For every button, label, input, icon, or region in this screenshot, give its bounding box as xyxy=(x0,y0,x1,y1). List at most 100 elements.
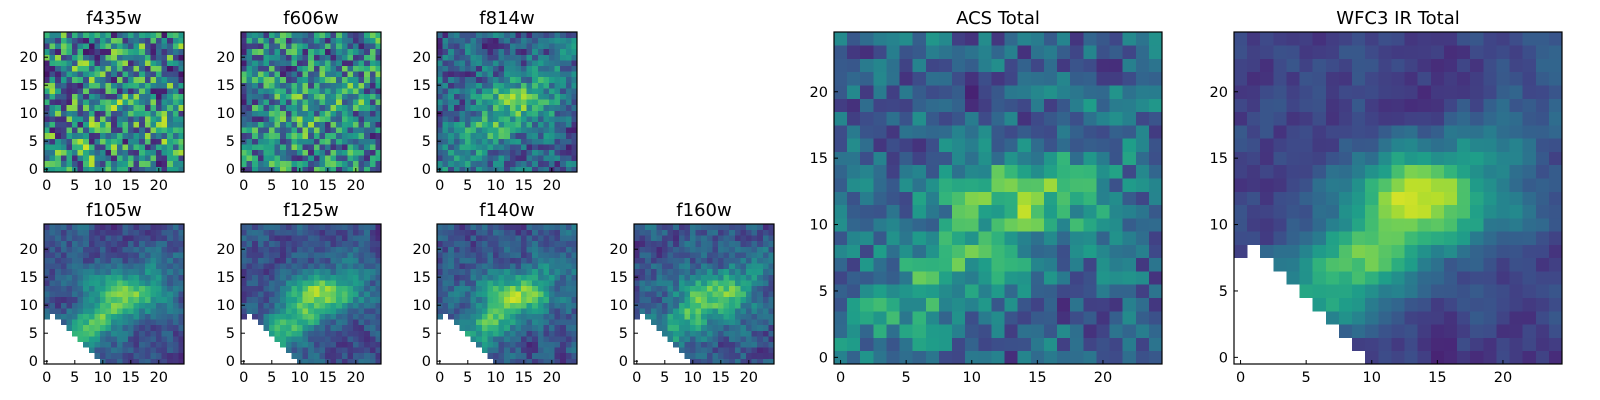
heatmap-cell xyxy=(100,263,106,270)
heatmap-cell xyxy=(526,252,533,258)
heatmap-cell xyxy=(66,32,73,38)
heatmap-cell xyxy=(978,164,992,179)
heatmap-cell xyxy=(459,43,466,50)
heatmap-cell xyxy=(549,32,555,38)
heatmap-cell xyxy=(347,110,354,117)
heatmap-cell xyxy=(565,76,572,83)
heatmap-cell xyxy=(453,268,460,275)
heatmap-cell xyxy=(105,296,112,303)
heatmap-cell xyxy=(498,274,505,281)
heatmap-cell xyxy=(565,71,572,78)
heatmap-cell xyxy=(144,110,151,117)
heatmap-cell xyxy=(521,336,527,342)
heatmap-cell xyxy=(139,336,146,342)
heatmap-cell xyxy=(105,144,112,150)
heatmap-cell xyxy=(308,240,315,247)
heatmap-cell xyxy=(122,246,129,253)
heatmap-cell xyxy=(952,178,966,192)
heatmap-cell xyxy=(448,93,455,100)
heatmap-cell xyxy=(111,127,118,134)
heatmap-cell xyxy=(442,138,449,145)
heatmap-cell xyxy=(308,280,315,286)
heatmap-cell xyxy=(1109,191,1124,206)
heatmap-cell xyxy=(543,116,550,122)
heatmap-cell xyxy=(246,257,253,264)
heatmap-cell xyxy=(442,246,449,253)
heatmap-cell xyxy=(729,246,736,253)
heatmap-cell xyxy=(257,246,264,253)
heatmap-cell xyxy=(1070,32,1084,46)
heatmap-cell xyxy=(554,149,561,156)
heatmap-cell xyxy=(161,93,168,100)
heatmap-cell xyxy=(526,330,533,337)
heatmap-cell xyxy=(723,229,730,236)
heatmap-cell xyxy=(60,54,67,61)
heatmap-cell xyxy=(144,296,151,303)
heatmap-cell xyxy=(498,54,505,61)
heatmap-cell xyxy=(297,76,303,83)
heatmap-cell xyxy=(476,313,483,320)
heatmap-cell xyxy=(369,71,376,78)
heatmap-cell xyxy=(678,268,685,275)
heatmap-cell xyxy=(442,116,449,122)
heatmap-cell xyxy=(269,313,275,320)
heatmap-cell xyxy=(111,358,118,365)
heatmap-cell xyxy=(470,76,477,83)
heatmap-cell xyxy=(100,296,106,303)
heatmap-cell xyxy=(308,138,315,145)
heatmap-cell xyxy=(554,93,561,100)
heatmap-cell xyxy=(684,274,691,281)
heatmap-cell xyxy=(246,285,253,292)
heatmap-cell xyxy=(526,166,533,173)
heatmap-cell xyxy=(521,37,527,44)
heatmap-cell xyxy=(94,274,101,281)
heatmap-cell xyxy=(257,257,264,264)
heatmap-cell xyxy=(437,263,443,270)
heatmap-cell xyxy=(521,319,527,326)
heatmap-cell xyxy=(1004,310,1019,325)
heatmap-cell xyxy=(521,263,527,270)
heatmap-cell xyxy=(537,121,544,128)
heatmap-cell xyxy=(88,32,95,38)
heatmap-cell xyxy=(302,347,309,354)
heatmap-cell xyxy=(498,160,505,167)
heatmap-cell xyxy=(757,319,764,326)
heatmap-cell xyxy=(678,235,685,242)
heatmap-cell xyxy=(178,240,185,247)
heatmap-cell xyxy=(571,110,578,117)
heatmap-cell xyxy=(336,127,343,134)
heatmap-cell xyxy=(60,235,67,242)
heatmap-cell xyxy=(498,358,505,365)
heatmap-cell xyxy=(252,48,259,55)
heatmap-cell xyxy=(751,330,758,337)
heatmap-cell xyxy=(860,98,874,113)
heatmap-cell xyxy=(364,104,371,111)
heatmap-cell xyxy=(504,82,511,89)
heatmap-cell xyxy=(667,229,674,236)
heatmap-cell xyxy=(453,132,460,139)
heatmap-cell xyxy=(718,341,724,348)
heatmap-cell xyxy=(912,151,927,166)
heatmap-cell xyxy=(560,32,567,38)
heatmap-cell xyxy=(116,88,123,94)
y-tick-label: 10 xyxy=(20,298,38,314)
heatmap-cell xyxy=(167,268,174,275)
heatmap-cell xyxy=(44,229,50,236)
heatmap-cell xyxy=(364,336,371,342)
heatmap-cell xyxy=(336,252,343,258)
heatmap-cell xyxy=(302,166,309,173)
heatmap-cell xyxy=(178,93,185,100)
heatmap-cell xyxy=(144,160,151,167)
heatmap-cell xyxy=(313,319,320,326)
heatmap-cell xyxy=(302,32,309,38)
heatmap-cell xyxy=(297,99,303,106)
heatmap-cell xyxy=(336,235,343,242)
heatmap-cell xyxy=(1122,217,1137,232)
heatmap-cell xyxy=(667,319,674,326)
heatmap-cell xyxy=(156,280,162,286)
heatmap-cell xyxy=(554,144,561,150)
heatmap-cell xyxy=(66,127,73,134)
heatmap-cell xyxy=(178,71,185,78)
heatmap-cell xyxy=(291,32,298,38)
heatmap-cell xyxy=(834,324,848,338)
